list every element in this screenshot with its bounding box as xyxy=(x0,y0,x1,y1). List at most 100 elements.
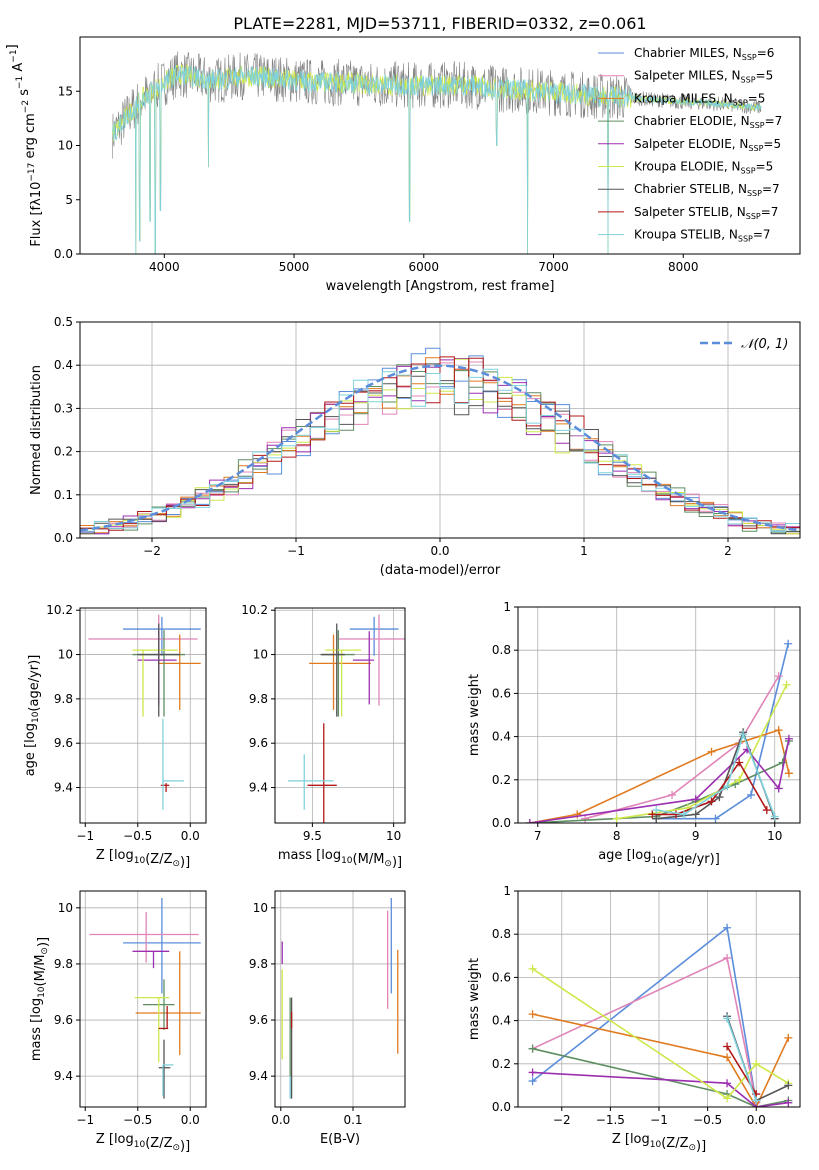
y-tick-label: 9.8 xyxy=(54,692,73,706)
weight-series-line xyxy=(584,675,780,820)
x-tick-label: 0.1 xyxy=(343,1113,362,1127)
y-tick-label: 0.6 xyxy=(492,686,511,700)
weight-point-marker xyxy=(770,812,779,821)
x-axis-label: age [log10(age/yr)] xyxy=(598,848,720,867)
y-axis-label: Normed distribution xyxy=(29,365,44,495)
weight-point-marker xyxy=(784,1033,793,1042)
y-tick-label: 9.4 xyxy=(249,1069,268,1083)
plot-area xyxy=(281,898,399,1099)
y-tick-label: 0.3 xyxy=(54,401,73,415)
x-tick-label: 4000 xyxy=(149,260,180,274)
weight-point-marker xyxy=(784,639,793,648)
weight-point-marker xyxy=(723,1094,732,1103)
y-axis-label: Flux [fλ10−17 erg cm−2 s−1 A−1] xyxy=(5,44,44,246)
weight-point-marker xyxy=(752,1059,761,1068)
chart-age_vs_Z: −1 −0.5 0.0 9.4 9.6 9.8 10 10.2 Z [log10(Z/Z⊙)] a… xyxy=(23,603,207,870)
legend-label: 𝒩(0, 1) xyxy=(741,337,788,352)
spectrum-model-line xyxy=(112,64,762,254)
y-tick-label: 0.4 xyxy=(54,358,73,372)
x-tick-label: −1 xyxy=(650,1113,668,1127)
y-tick-label: 10 xyxy=(253,648,268,662)
y-tick-label: 10 xyxy=(253,901,268,915)
weight-point-marker xyxy=(747,790,756,799)
x-tick-label: 0.0 xyxy=(181,1113,200,1127)
y-axis-label: mass weight xyxy=(467,674,482,756)
weight-series-line xyxy=(532,926,757,1103)
y-tick-label: 9.6 xyxy=(54,736,73,750)
x-tick-label: 9.5 xyxy=(303,829,322,843)
weight-point-marker xyxy=(648,810,657,819)
y-tick-label: 0.4 xyxy=(492,730,511,744)
weight-point-marker xyxy=(752,1096,761,1105)
figure-title: PLATE=2281, MJD=53711, FIBERID=0332, z=0… xyxy=(233,14,646,33)
y-tick-label: 0.5 xyxy=(54,315,73,329)
y-tick-label: 1 xyxy=(503,600,511,614)
y-tick-label: 10.2 xyxy=(241,603,268,617)
weight-point-marker xyxy=(723,923,732,932)
weight-point-marker xyxy=(679,810,688,819)
x-tick-label: −1.5 xyxy=(596,1113,625,1127)
legend-label: Kroupa STELIB, NSSP=7 xyxy=(634,228,771,244)
y-axis-label: age [log10(age/yr)] xyxy=(23,655,42,777)
weight-point-marker xyxy=(784,734,793,743)
y-tick-label: 9.6 xyxy=(249,736,268,750)
chart-weight_vs_age: 7 8 9 10 0.0 0.2 0.4 0.6 0.8 1 age [log10(age/yr)]… xyxy=(467,600,801,867)
x-tick-label: 7 xyxy=(534,829,542,843)
weight-point-marker xyxy=(784,1098,793,1107)
plot-area xyxy=(89,898,201,1099)
x-tick-label: −0.5 xyxy=(693,1113,722,1127)
chart-mass_vs_ebv: 0.0 0.1 9.4 9.6 9.8 10 E(B-V) xyxy=(249,890,406,1147)
x-tick-label: 2 xyxy=(724,544,732,558)
x-tick-label: 10 xyxy=(386,829,401,843)
weight-series-line xyxy=(532,956,757,1103)
x-tick-label: −1 xyxy=(287,544,305,558)
weight-point-marker xyxy=(723,1053,732,1062)
weight-point-marker xyxy=(707,797,716,806)
y-tick-label: 0.0 xyxy=(492,816,511,830)
axes-frame xyxy=(274,607,406,824)
weight-point-marker xyxy=(715,793,724,802)
x-tick-label: 0.0 xyxy=(430,544,449,558)
weight-point-marker xyxy=(528,1068,537,1077)
plot-area xyxy=(528,923,793,1107)
weight-series-line xyxy=(726,1018,757,1101)
x-axis-label: mass [log10(M/M⊙)] xyxy=(278,848,402,870)
legend-label: Salpeter MILES, NSSP=5 xyxy=(634,69,773,85)
y-tick-label: 15 xyxy=(58,84,73,98)
weight-point-marker xyxy=(723,782,732,791)
plot-area xyxy=(525,639,793,823)
x-tick-label: 8000 xyxy=(668,260,699,274)
weight-point-marker xyxy=(774,672,783,681)
weight-point-marker xyxy=(778,758,787,767)
weight-point-marker xyxy=(735,775,744,784)
x-tick-label: 7000 xyxy=(538,260,569,274)
weight-point-marker xyxy=(782,680,791,689)
weight-series-line xyxy=(532,968,789,1100)
weight-point-marker xyxy=(723,1042,732,1051)
x-tick-label: −2 xyxy=(143,544,161,558)
weight-point-marker xyxy=(784,769,793,778)
chart-residuals: −2 −1 0.0 1 2 0.0 0.1 0.2 0.3 0.4 0.5 (data-model)/… xyxy=(29,315,801,578)
weight-point-marker xyxy=(528,1010,537,1019)
y-tick-label: 9.8 xyxy=(249,957,268,971)
weight-series-line xyxy=(652,761,768,816)
y-tick-label: 0.0 xyxy=(54,247,73,261)
y-tick-label: 0.2 xyxy=(492,1057,511,1071)
y-tick-label: 5 xyxy=(65,193,73,207)
y-tick-label: 0.1 xyxy=(54,488,73,502)
weight-point-marker xyxy=(581,814,590,823)
plot-area xyxy=(112,51,762,254)
chart-spectrum: 4000 5000 6000 7000 8000 0.0 5 10 15 wavelength [… xyxy=(5,36,801,294)
weight-point-marker xyxy=(711,814,720,823)
weight-point-marker xyxy=(652,814,661,823)
weight-point-marker xyxy=(762,806,771,815)
x-tick-label: −1 xyxy=(76,829,94,843)
axes-frame xyxy=(79,607,207,824)
weight-point-marker xyxy=(525,819,534,823)
weight-point-marker xyxy=(723,1079,732,1088)
x-axis-label: Z [log10(Z/Z⊙)] xyxy=(612,1132,706,1154)
plot-area xyxy=(88,614,201,810)
x-axis-label: Z [log10(Z/Z⊙)] xyxy=(96,1132,190,1154)
axes-frame xyxy=(517,606,801,824)
chart-weight_vs_Z: −2 −1.5 −1 −0.5 0.0 0.0 0.2 0.4 0.6 0.8 1 Z [log10(… xyxy=(467,884,801,1154)
